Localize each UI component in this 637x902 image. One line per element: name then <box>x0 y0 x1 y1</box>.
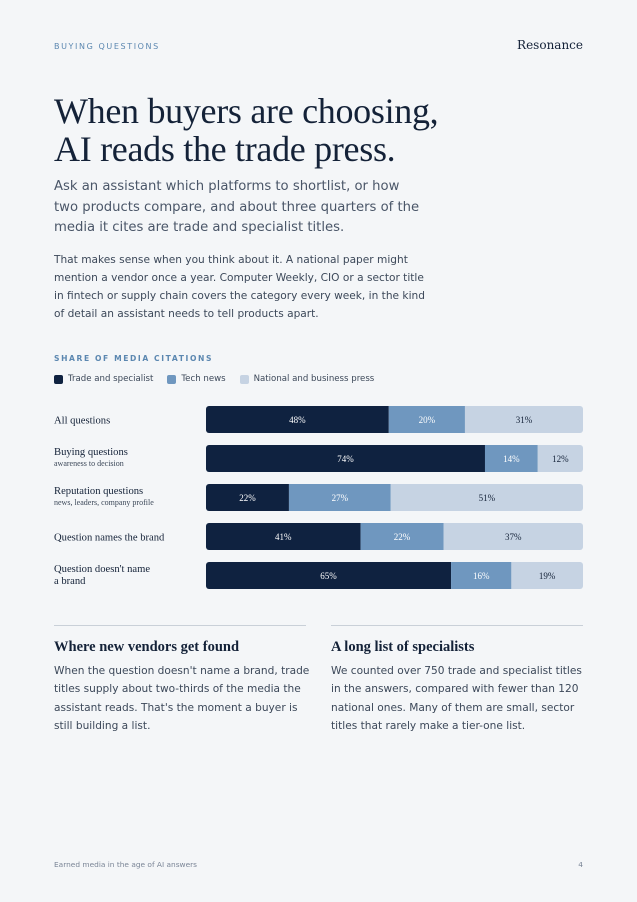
legend-swatch-national <box>239 374 249 384</box>
page-number: 4 <box>578 860 583 869</box>
legend-item-national: National and business press <box>239 374 375 384</box>
data-label: 19% <box>539 571 556 581</box>
bar-row-all-questions: All questions 48% 20% 31% <box>54 406 583 433</box>
data-label: 22% <box>394 532 411 542</box>
legend-item-trade: Trade and specialist <box>54 374 153 384</box>
bar-segment-tech-news <box>288 484 391 511</box>
data-label: 65% <box>320 571 337 581</box>
legend-item-tech: Tech news <box>167 374 226 384</box>
section-eyebrow: BUYING QUESTIONS <box>54 42 160 51</box>
column-title-vendors: Where new vendors get found <box>54 639 240 655</box>
data-label: 51% <box>479 493 496 503</box>
bar-segment-trade-and-specialist <box>206 445 485 472</box>
data-label: 12% <box>552 454 569 464</box>
category-label: Buying questions <box>54 447 128 458</box>
column-title-specialists: A long list of specialists <box>331 639 475 655</box>
lede-paragraph: Ask an assistant which platforms to shor… <box>54 179 420 235</box>
data-label: 22% <box>239 493 256 503</box>
bar-row-question-names-the-brand: Question names the brand 41% 22% 37% <box>54 523 583 550</box>
legend-swatch-tech <box>167 374 177 384</box>
category-label: Question names the brand <box>54 533 165 544</box>
title-line-2: AI reads the trade press. <box>54 129 396 169</box>
bar-segment-trade-and-specialist <box>206 484 289 511</box>
chart-title: SHARE OF MEDIA CITATIONS <box>54 354 214 363</box>
data-label: 31% <box>516 415 533 425</box>
data-label: 27% <box>332 493 349 503</box>
data-label: 20% <box>419 415 436 425</box>
data-label: 48% <box>289 415 306 425</box>
data-label: 37% <box>505 532 522 542</box>
bar-segment-trade-and-specialist <box>206 523 361 550</box>
data-label: 14% <box>503 454 520 464</box>
bar-segment-trade-and-specialist <box>206 406 389 433</box>
bar-segment-national-and-business-press <box>511 562 583 589</box>
bar-segment-tech-news <box>388 406 465 433</box>
category-label: a brand <box>54 576 86 587</box>
divider-left <box>54 625 306 626</box>
category-sublabel: awareness to decision <box>54 459 124 468</box>
category-label: All questions <box>54 416 110 427</box>
bar-segment-tech-news <box>451 562 512 589</box>
category-sublabel: news, leaders, company profile <box>54 498 154 507</box>
stacked-bar-chart: All questions 48% 20% 31% Buying questionsaw… <box>54 406 583 589</box>
brand-logo: Resonance <box>517 38 583 52</box>
bar-segment-national-and-business-press <box>537 445 583 472</box>
body-paragraph: That makes sense when you think about it… <box>54 254 425 320</box>
bar-segment-tech-news <box>360 523 444 550</box>
bar-segment-national-and-business-press <box>443 523 583 550</box>
category-label: Reputation questions <box>54 486 143 497</box>
column-text-specialists: We counted over 750 trade and specialist… <box>331 665 582 733</box>
chart-legend: Trade and specialist Tech news National … <box>54 374 374 384</box>
data-label: 41% <box>275 532 292 542</box>
divider-right <box>331 625 583 626</box>
bar-segment-national-and-business-press <box>464 406 583 433</box>
data-label: 74% <box>337 454 354 464</box>
bar-segment-trade-and-specialist <box>206 562 452 589</box>
legend-label-trade: Trade and specialist <box>68 374 154 384</box>
data-label: 16% <box>473 571 490 581</box>
category-label: Question doesn't name <box>54 564 150 575</box>
title-line-1: When buyers are choosing, <box>54 91 439 131</box>
legend-swatch-trade <box>54 374 63 384</box>
column-text-vendors: When the question doesn't name a brand, … <box>54 665 310 733</box>
bar-segment-tech-news <box>484 445 538 472</box>
page-title: When buyers are choosing, AI reads the t… <box>54 92 594 168</box>
bar-segment-national-and-business-press <box>390 484 583 511</box>
legend-label-tech: Tech news <box>181 374 226 384</box>
legend-label-national: National and business press <box>253 374 375 384</box>
footer-publication: Earned media in the age of AI answers <box>54 860 198 869</box>
